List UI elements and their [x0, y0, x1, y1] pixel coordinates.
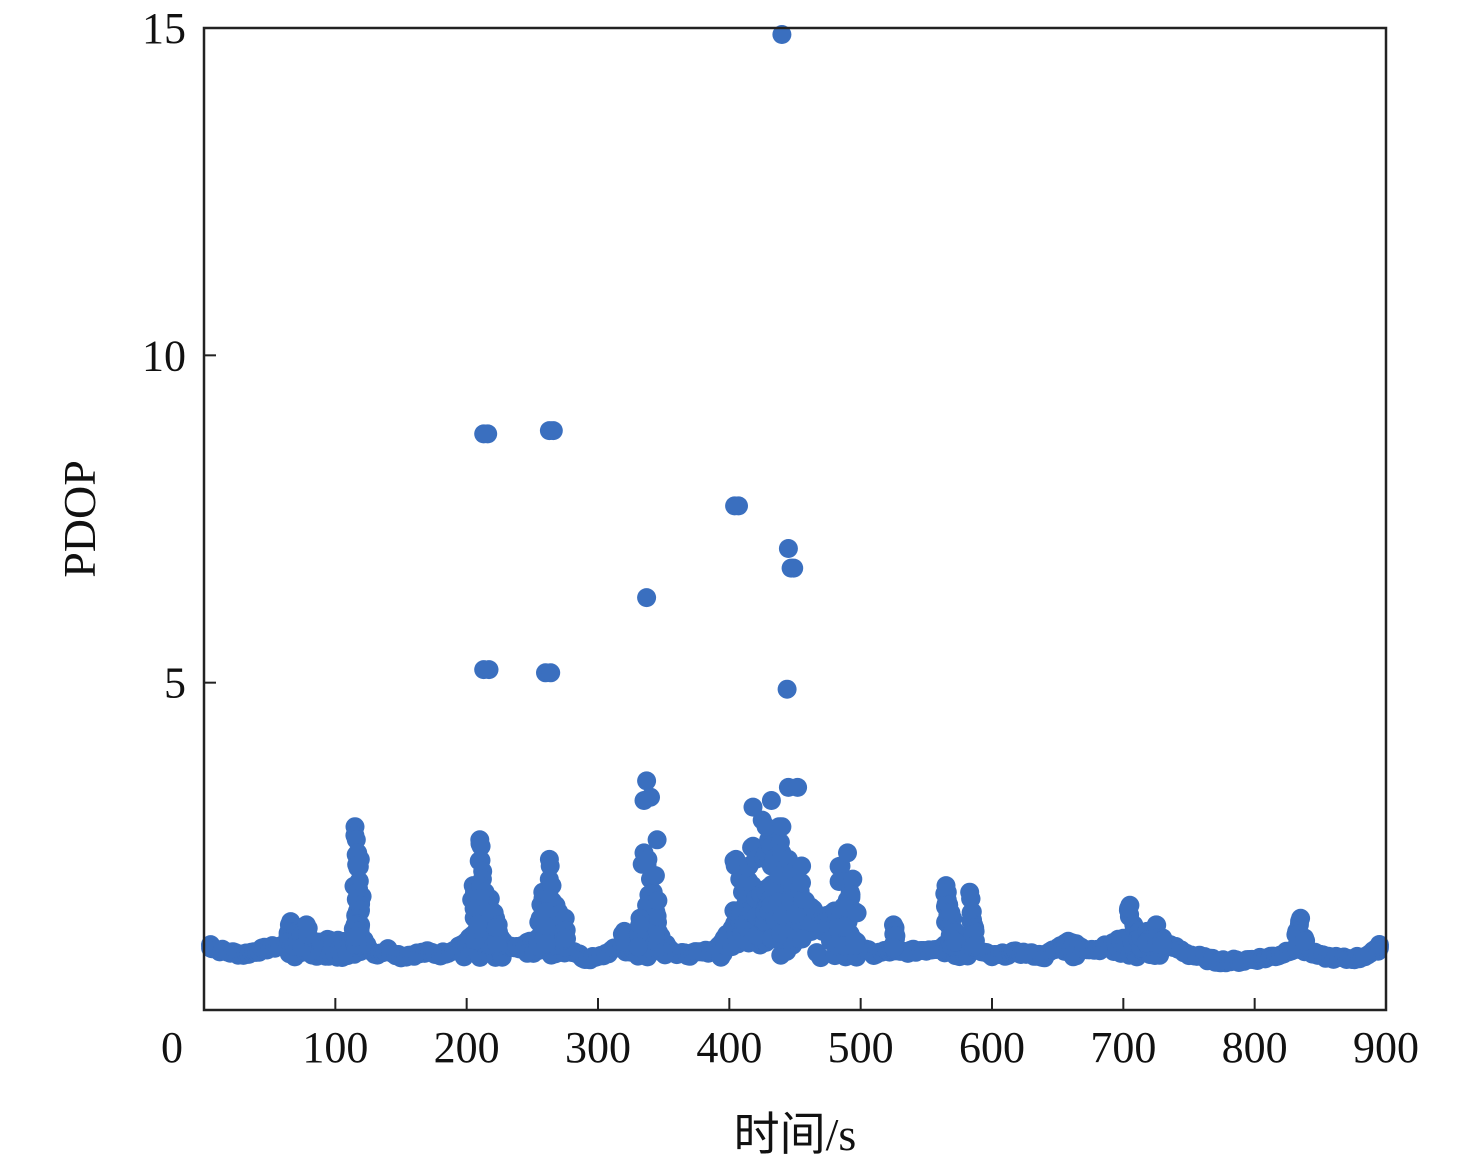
data-point: [536, 934, 556, 954]
data-point: [298, 918, 318, 938]
data-point: [471, 836, 491, 856]
data-point: [637, 771, 657, 791]
data-point: [845, 935, 865, 955]
data-point: [637, 588, 657, 608]
data-point: [772, 817, 792, 837]
x-axis-title: 时间/s: [734, 1109, 857, 1160]
data-point: [847, 903, 867, 923]
data-point: [348, 855, 368, 875]
data-point: [792, 856, 812, 876]
data-point: [641, 787, 660, 807]
data-point: [829, 857, 849, 876]
data-point: [487, 934, 507, 954]
data-point: [1152, 935, 1172, 955]
data-point: [792, 929, 812, 949]
x-tick-label: 800: [1222, 1023, 1288, 1072]
data-point: [645, 866, 665, 886]
data-point: [965, 935, 985, 955]
x-tick-label: 100: [302, 1023, 368, 1072]
data-point: [536, 902, 555, 922]
data-point: [788, 777, 808, 797]
y-tick-label: 5: [164, 659, 186, 708]
data-point: [346, 927, 366, 947]
data-point: [628, 937, 648, 957]
data-point: [884, 938, 904, 958]
data-point: [556, 928, 575, 948]
y-axis-title: PDOP: [54, 460, 105, 578]
data-point: [772, 25, 792, 44]
y-tick-label: 10: [142, 331, 186, 380]
data-point: [843, 869, 863, 889]
x-tick-label: 600: [959, 1023, 1025, 1072]
x-tick-label: 700: [1090, 1023, 1156, 1072]
x-tick-label: 500: [828, 1023, 894, 1072]
data-point: [543, 421, 563, 441]
data-point: [486, 918, 506, 938]
data-point: [468, 914, 488, 934]
x-tick-label: 900: [1353, 1023, 1419, 1072]
data-point: [761, 791, 781, 810]
data-point: [478, 424, 498, 444]
data-point: [838, 843, 857, 863]
x-tick-label: 200: [434, 1023, 500, 1072]
data-point: [778, 539, 798, 558]
data-point: [647, 906, 667, 926]
data-point: [729, 496, 748, 516]
data-point: [786, 904, 805, 924]
data-point: [777, 679, 797, 699]
axis-ticks: 0 100 200 300 400 500 600 700 800 900 5 10 15: [142, 4, 1419, 1072]
x-tick-label: 0: [161, 1023, 183, 1072]
data-point: [834, 917, 854, 937]
plot-frame: [202, 26, 1388, 1012]
data-point: [647, 830, 667, 850]
data-point: [648, 891, 668, 911]
data-point: [630, 915, 650, 935]
x-tick-label: 300: [565, 1023, 631, 1072]
data-point: [811, 948, 831, 968]
y-tick-label: 15: [142, 4, 186, 53]
x-tick-label: 400: [696, 1023, 762, 1072]
data-point: [1369, 935, 1389, 954]
data-point: [1119, 898, 1139, 918]
data-point: [541, 663, 561, 683]
data-point: [792, 873, 811, 893]
data-point: [479, 660, 499, 680]
data-point: [645, 925, 665, 945]
data-point: [536, 916, 556, 936]
data-point: [756, 817, 776, 837]
data-point: [743, 797, 763, 817]
scatter-points: [201, 25, 1389, 973]
data-point: [1294, 931, 1314, 951]
data-point: [784, 558, 804, 578]
data-point: [793, 889, 813, 909]
